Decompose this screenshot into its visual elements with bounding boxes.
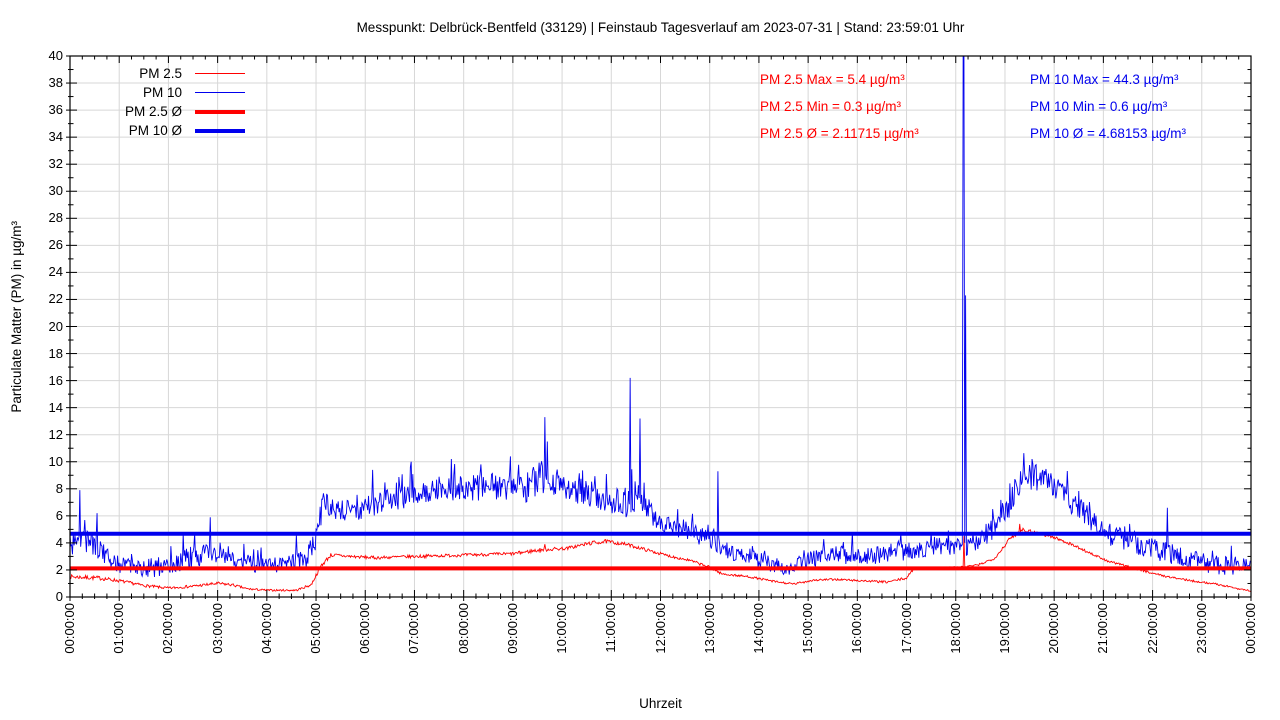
x-tick-label: 19:00:00	[996, 603, 1012, 654]
y-tick-label: 36	[48, 102, 63, 118]
y-tick-label: 34	[48, 129, 63, 145]
x-tick-label: 06:00:00	[357, 603, 373, 654]
y-tick-label: 2	[55, 561, 63, 577]
x-tick-label: 17:00:00	[898, 603, 914, 654]
legend-label-pm25-avg: PM 2.5 Ø	[124, 104, 182, 119]
y-tick-label: 18	[48, 345, 63, 361]
stats-pm10-min: PM 10 Min = 0.6 µg/m³	[1030, 99, 1168, 114]
legend-row-pm25: PM 2.5	[96, 64, 245, 83]
legend-line-sample-pm10-avg	[195, 128, 245, 133]
y-tick-label: 28	[48, 210, 63, 226]
x-tick-label: 14:00:00	[750, 603, 766, 654]
y-tick-label: 24	[48, 264, 63, 280]
legend-label-pm10-avg: PM 10 Ø	[128, 123, 182, 138]
stats-pm10: PM 10 Max = 44.3 µg/m³ PM 10 Min = 0.6 µ…	[1030, 66, 1186, 147]
y-tick-label: 22	[48, 291, 63, 307]
y-tick-label: 8	[55, 480, 63, 496]
y-tick-label: 30	[48, 183, 63, 199]
chart-title: Messpunkt: Delbrück-Bentfeld (33129) | F…	[356, 20, 965, 35]
x-tick-label: 07:00:00	[406, 603, 422, 654]
x-tick-label: 23:00:00	[1193, 603, 1209, 654]
x-tick-label: 16:00:00	[849, 603, 865, 654]
x-tick-label: 01:00:00	[111, 603, 127, 654]
x-tick-label: 21:00:00	[1095, 603, 1111, 654]
legend-line-sample-pm10	[195, 92, 245, 93]
stats-pm25: PM 2.5 Max = 5.4 µg/m³ PM 2.5 Min = 0.3 …	[760, 66, 919, 147]
y-tick-label: 4	[55, 534, 63, 550]
legend-row-pm10: PM 10	[96, 83, 245, 102]
legend-label-pm10: PM 10	[142, 85, 182, 100]
stats-pm25-avg: PM 2.5 Ø = 2.11715 µg/m³	[760, 126, 919, 141]
y-tick-label: 10	[48, 453, 63, 469]
x-tick-label: 09:00:00	[504, 603, 520, 654]
x-tick-label: 13:00:00	[701, 603, 717, 654]
y-tick-label: 32	[48, 156, 63, 172]
stats-pm10-avg: PM 10 Ø = 4.68153 µg/m³	[1030, 126, 1186, 141]
x-axis-label: Uhrzeit	[639, 696, 682, 711]
x-tick-label: 08:00:00	[455, 603, 471, 654]
y-tick-label: 14	[48, 399, 63, 415]
x-tick-label: 05:00:00	[308, 603, 324, 654]
x-tick-label: 00:00:00	[1243, 603, 1258, 654]
y-tick-label: 26	[48, 237, 63, 253]
x-tick-label: 22:00:00	[1144, 603, 1160, 654]
x-tick-label: 20:00:00	[1046, 603, 1062, 654]
y-tick-label: 6	[55, 507, 63, 523]
x-tick-label: 00:00:00	[62, 603, 77, 654]
y-tick-label: 0	[55, 589, 63, 604]
legend-line-sample-pm25-avg	[195, 109, 245, 114]
stats-pm25-max: PM 2.5 Max = 5.4 µg/m³	[760, 72, 905, 87]
y-tick-label: 12	[48, 426, 63, 442]
stats-pm10-max: PM 10 Max = 44.3 µg/m³	[1030, 72, 1179, 87]
x-tick-label: 03:00:00	[209, 603, 225, 654]
legend-row-pm25-avg: PM 2.5 Ø	[96, 102, 245, 121]
x-tick-label: 18:00:00	[947, 603, 963, 654]
y-tick-label: 20	[48, 318, 63, 334]
y-tick-label: 16	[48, 372, 63, 388]
x-tick-label: 11:00:00	[603, 603, 619, 653]
x-tick-label: 10:00:00	[554, 603, 570, 654]
x-tick-label: 15:00:00	[800, 603, 816, 654]
y-tick-label: 38	[48, 75, 63, 91]
x-tick-label: 04:00:00	[258, 603, 274, 654]
legend-label-pm25: PM 2.5	[139, 66, 182, 81]
x-tick-label: 12:00:00	[652, 603, 668, 654]
y-tick-label: 40	[48, 48, 63, 63]
stats-pm25-min: PM 2.5 Min = 0.3 µg/m³	[760, 99, 901, 114]
x-tick-label: 02:00:00	[160, 603, 176, 654]
legend: PM 2.5 PM 10 PM 2.5 Ø PM 10 Ø	[96, 64, 245, 140]
legend-line-sample-pm25	[195, 73, 245, 74]
legend-row-pm10-avg: PM 10 Ø	[96, 121, 245, 140]
